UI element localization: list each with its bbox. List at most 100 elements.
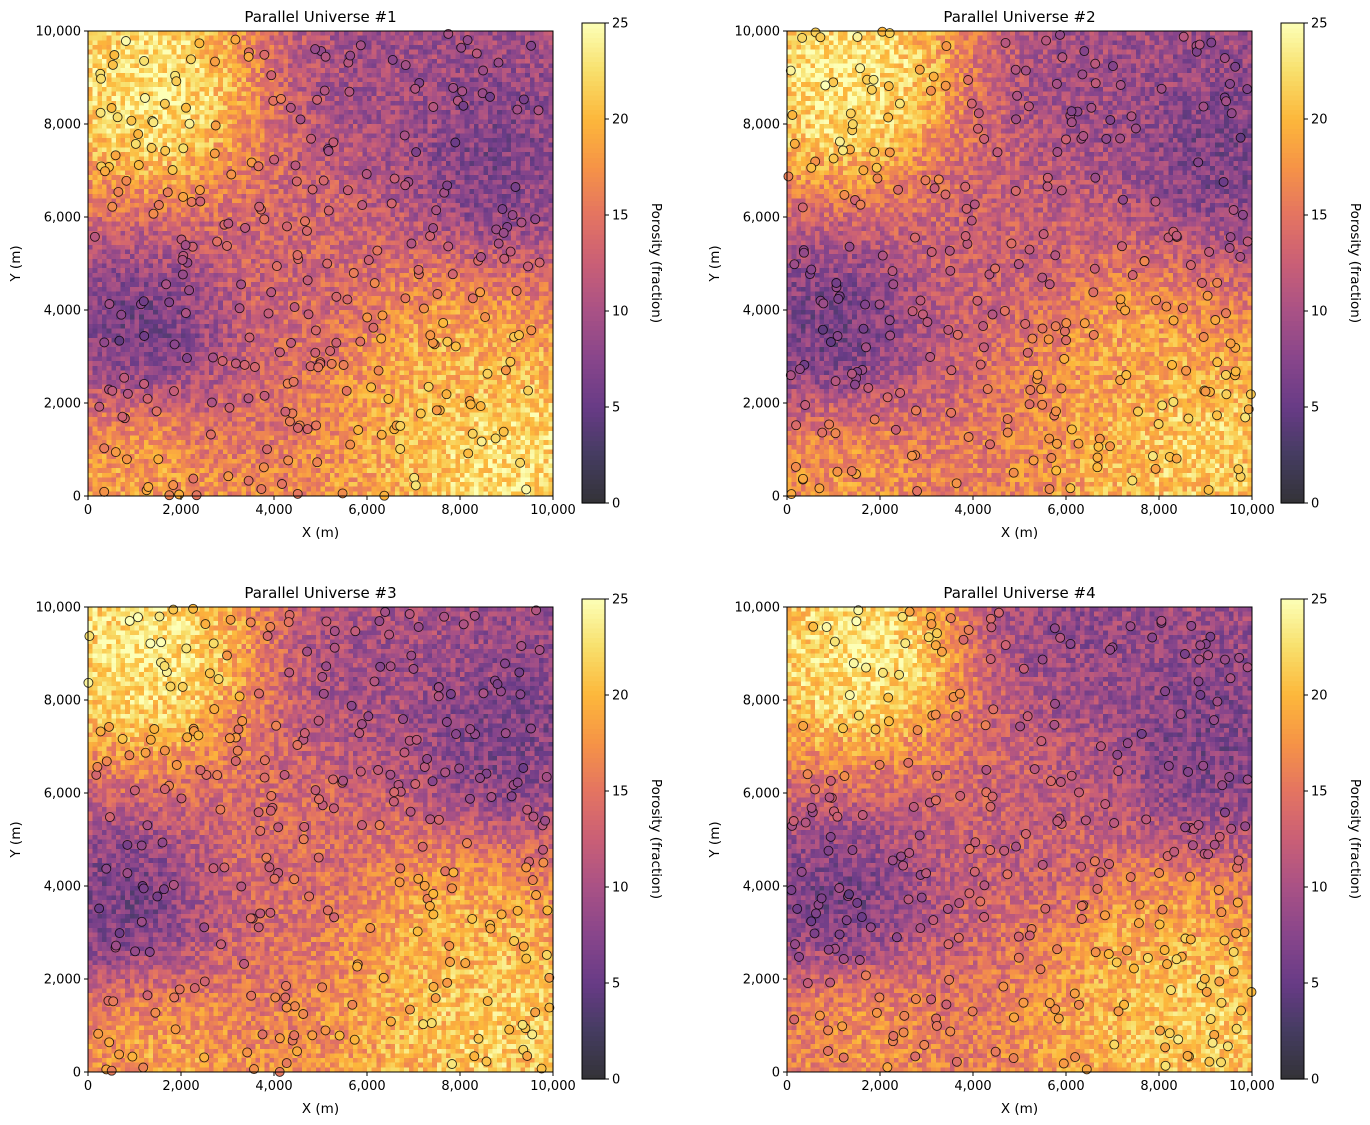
sample-point <box>216 939 226 950</box>
sample-point <box>355 336 366 347</box>
sample-point <box>204 668 215 679</box>
sample-point <box>188 603 199 614</box>
sample-point <box>786 489 797 500</box>
sample-point <box>1010 185 1021 196</box>
sample-point <box>413 873 424 884</box>
colorbar-segment <box>582 450 605 456</box>
sample-point <box>1193 676 1204 687</box>
colorbar-segment <box>582 75 605 82</box>
colorbar-segment <box>1281 1069 1304 1075</box>
colorbar-segment <box>1281 810 1304 816</box>
colorbar-segment <box>1281 954 1304 960</box>
sample-point <box>981 764 992 775</box>
sample-point <box>1136 728 1147 739</box>
colorbar-segment <box>582 440 605 446</box>
sample-point <box>869 146 880 157</box>
colorbar-segment <box>1281 90 1304 96</box>
colorbar-segment <box>582 263 605 269</box>
sample-point <box>415 408 426 419</box>
x-tick-label: 10,000 <box>1229 1079 1275 1094</box>
sample-point <box>385 1016 396 1027</box>
sample-point <box>809 928 820 939</box>
sample-point <box>159 884 169 895</box>
sample-point <box>1020 828 1031 839</box>
sample-point <box>857 810 868 820</box>
sample-point <box>345 439 356 450</box>
colorbar-segment <box>1281 599 1304 605</box>
sample-point <box>978 321 989 332</box>
y-tick-label: 10,000 <box>735 25 781 40</box>
sample-point <box>412 926 423 937</box>
sample-point <box>281 1002 292 1013</box>
y-tick-label: 4,000 <box>743 880 780 895</box>
sample-point <box>245 913 256 924</box>
colorbar-segment <box>582 224 605 230</box>
sample-point <box>928 71 939 82</box>
colorbar-segment <box>1281 834 1304 840</box>
sample-point <box>112 112 123 123</box>
sample-point <box>283 617 294 628</box>
colorbar-segment <box>582 416 605 422</box>
sample-point <box>1180 822 1191 833</box>
colorbar-segment <box>582 392 605 398</box>
sample-point <box>1049 719 1060 730</box>
sample-point <box>373 365 384 376</box>
colorbar-segment <box>582 930 605 936</box>
sample-point <box>1221 96 1232 107</box>
sample-point <box>910 232 920 243</box>
panel-4: Parallel Universe #40 2,000 4,000 6,000 8,00… <box>707 584 1363 1117</box>
sample-point <box>954 898 965 909</box>
colorbar-segment <box>582 291 605 298</box>
sample-point <box>985 845 996 855</box>
colorbar-segment <box>582 95 605 101</box>
colorbar-segment <box>582 719 605 725</box>
sample-point <box>199 976 210 987</box>
colorbar-segment <box>582 728 605 734</box>
y-tick-label: 2,000 <box>743 397 780 412</box>
colorbar-segment <box>1281 234 1304 240</box>
sample-point <box>1073 999 1084 1010</box>
sample-point <box>249 1064 259 1075</box>
sample-point <box>538 857 549 868</box>
colorbar-segment <box>582 335 605 341</box>
sample-point <box>821 622 832 633</box>
colorbar-segment <box>1281 738 1304 744</box>
colorbar-segment <box>582 877 605 883</box>
sample-point <box>941 41 952 52</box>
colorbar-tick-label: 20 <box>612 113 629 128</box>
sample-point <box>823 1046 833 1056</box>
colorbar-segment <box>1281 368 1304 374</box>
sample-point <box>1206 37 1217 48</box>
colorbar-segment <box>1281 925 1304 931</box>
sample-point <box>1231 1023 1242 1034</box>
sample-point <box>852 32 863 42</box>
colorbar-segment <box>582 915 605 922</box>
colorbar-segment <box>1281 363 1304 370</box>
colorbar-segment <box>582 651 605 658</box>
colorbar-segment <box>582 992 605 998</box>
sample-point <box>460 958 471 969</box>
sample-point <box>929 183 940 194</box>
colorbar-segment <box>582 906 605 912</box>
colorbar-segment <box>1281 359 1304 365</box>
colorbar-segment <box>582 325 605 331</box>
sample-point <box>1044 433 1055 444</box>
colorbar-segment <box>1281 747 1304 754</box>
sample-point <box>148 117 159 128</box>
sample-point <box>152 891 163 902</box>
sample-point <box>883 112 894 123</box>
sample-point <box>883 692 894 703</box>
colorbar-segment <box>582 287 605 293</box>
colorbar-segment <box>1281 623 1304 629</box>
sample-point <box>169 992 180 1003</box>
sample-point <box>904 847 915 858</box>
sample-point <box>144 947 155 957</box>
sample-point <box>985 613 996 624</box>
sample-point <box>1201 986 1212 997</box>
colorbar-tick-label: 5 <box>1311 977 1319 992</box>
sample-point <box>273 822 284 833</box>
sample-point <box>114 335 125 346</box>
sample-point <box>1104 859 1115 869</box>
sample-point <box>200 619 211 630</box>
sample-point <box>789 1014 800 1025</box>
